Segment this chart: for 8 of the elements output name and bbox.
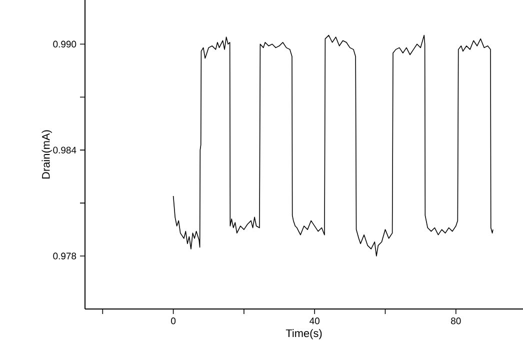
y-axis-title: Drain(mA) [42, 130, 52, 179]
y-tick-label: 0.984 [53, 146, 76, 154]
x-tick-label: 80 [451, 318, 461, 324]
y-tick-label: 0.978 [53, 252, 76, 260]
x-axis-title: Time(s) [286, 329, 322, 340]
x-tick-label: 40 [310, 318, 320, 324]
y-tick-label: 0.990 [53, 40, 76, 48]
x-tick-label: 0 [171, 318, 176, 324]
